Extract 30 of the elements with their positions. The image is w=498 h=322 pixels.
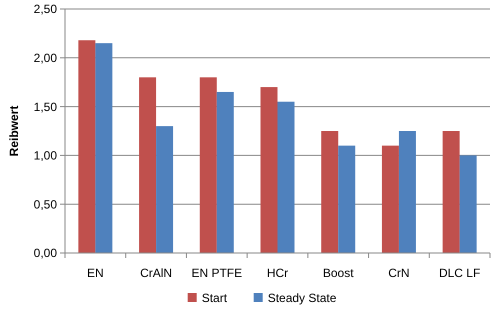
y-tick-label: 2,50 bbox=[34, 2, 58, 16]
y-tick-label: 0,50 bbox=[34, 197, 58, 212]
bar bbox=[260, 87, 278, 253]
bar bbox=[382, 146, 399, 253]
bar bbox=[95, 43, 112, 253]
bar bbox=[200, 77, 217, 253]
x-tick-label: EN PTFE bbox=[191, 266, 242, 280]
bar bbox=[156, 126, 174, 253]
legend-label: Start bbox=[202, 291, 228, 306]
y-tick-label: 1,00 bbox=[34, 148, 58, 163]
x-tick-label: EN bbox=[87, 266, 104, 280]
bar bbox=[338, 146, 356, 253]
legend-label: Steady State bbox=[268, 291, 337, 306]
bar bbox=[78, 40, 96, 253]
x-tick-label: DLC LF bbox=[438, 266, 480, 280]
y-tick-label: 0,00 bbox=[34, 246, 58, 260]
x-tick-label: Boost bbox=[322, 266, 354, 280]
x-tick-label: CrN bbox=[388, 266, 410, 280]
bar bbox=[216, 92, 234, 253]
bar bbox=[460, 155, 477, 253]
bar bbox=[139, 77, 156, 253]
x-tick-label: CrAlN bbox=[140, 266, 172, 280]
bar bbox=[398, 131, 416, 253]
bar bbox=[442, 131, 460, 253]
bar bbox=[321, 131, 338, 253]
y-axis-title: Reibwert bbox=[7, 106, 21, 156]
x-tick-label: HCr bbox=[266, 266, 288, 280]
bar bbox=[278, 102, 294, 253]
y-tick-label: 2,00 bbox=[34, 51, 58, 65]
y-tick-label: 1,50 bbox=[34, 100, 58, 114]
